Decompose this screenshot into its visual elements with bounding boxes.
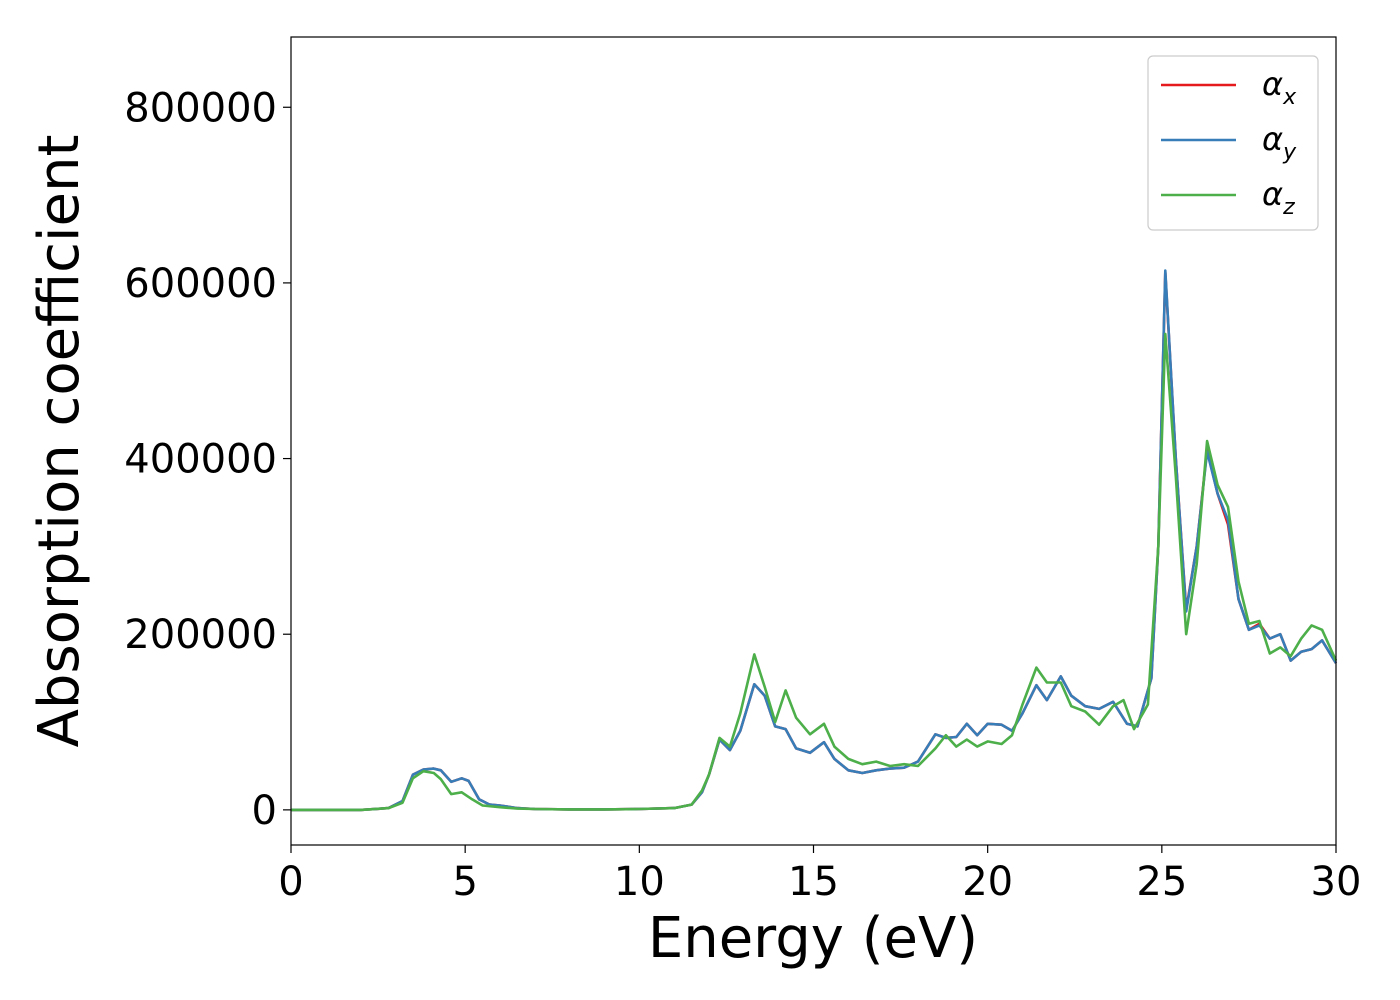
legend-label-y: αy: [1262, 120, 1297, 165]
series-line-z: [291, 332, 1338, 812]
x-tick-label: 30: [1311, 859, 1362, 905]
legend-label-sub: z: [1282, 195, 1295, 220]
y-axis: 0 200000 400000 600000 800000: [124, 85, 291, 834]
x-tick-label: 10: [614, 859, 665, 905]
series-layer: [291, 269, 1338, 812]
y-tick-label: 600000: [124, 261, 277, 307]
legend-label-sub: x: [1282, 85, 1297, 110]
x-axis-title: Energy (eV): [648, 906, 978, 971]
x-tick-label: 25: [1136, 859, 1187, 905]
x-tick-label: 5: [452, 859, 477, 905]
legend-box: [1147, 55, 1319, 231]
legend-label-sub: y: [1282, 140, 1297, 165]
y-axis-title: Absorption coefficient: [27, 135, 92, 748]
x-axis: 0 5 10 15 20 25 30: [278, 845, 1361, 905]
x-tick-label: 15: [788, 859, 839, 905]
x-tick-label: 20: [962, 859, 1013, 905]
y-tick-label: 400000: [124, 437, 277, 483]
legend-label-z: αz: [1262, 175, 1295, 220]
legend-label-base: α: [1262, 65, 1283, 103]
x-tick-label: 0: [278, 859, 303, 905]
y-tick-label: 800000: [124, 85, 277, 131]
y-tick-label: 0: [252, 788, 277, 834]
legend-label-x: αx: [1262, 65, 1297, 110]
y-tick-label: 200000: [124, 612, 277, 658]
legend-label-base: α: [1262, 175, 1283, 213]
legend-label-base: α: [1262, 120, 1283, 158]
